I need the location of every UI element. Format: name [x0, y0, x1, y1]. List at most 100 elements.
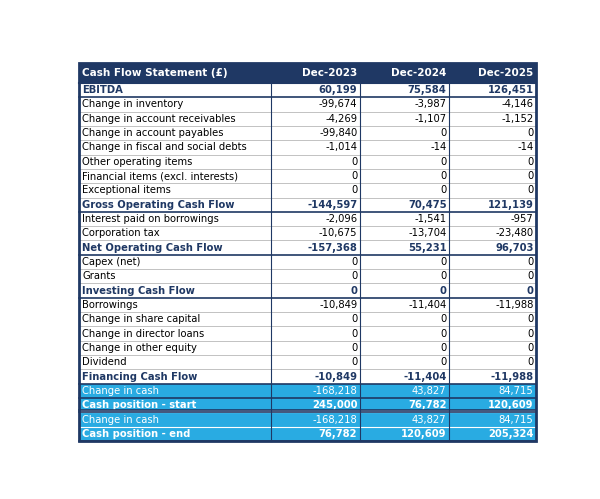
Bar — [449, 255, 536, 269]
Bar — [449, 126, 536, 140]
Text: 0: 0 — [527, 128, 533, 138]
Text: 0: 0 — [440, 343, 446, 353]
Bar — [271, 97, 360, 112]
Text: Change in cash: Change in cash — [82, 386, 160, 396]
Text: Change in cash: Change in cash — [82, 415, 160, 425]
Text: -11,404: -11,404 — [403, 372, 446, 382]
Bar — [79, 226, 271, 241]
Bar — [449, 312, 536, 326]
Bar — [449, 97, 536, 112]
Text: -10,849: -10,849 — [319, 300, 358, 310]
Bar — [449, 140, 536, 155]
Bar — [271, 326, 360, 341]
Text: Change in share capital: Change in share capital — [82, 314, 200, 324]
Bar — [449, 169, 536, 183]
Text: Corporation tax: Corporation tax — [82, 229, 160, 239]
Bar — [449, 212, 536, 226]
Bar — [271, 269, 360, 283]
Bar — [271, 83, 360, 97]
Text: EBITDA: EBITDA — [82, 85, 124, 95]
Bar — [271, 255, 360, 269]
Text: -3,987: -3,987 — [415, 99, 446, 109]
Text: -1,014: -1,014 — [325, 142, 358, 152]
Text: -10,675: -10,675 — [319, 229, 358, 239]
Bar — [79, 97, 271, 112]
Text: -11,988: -11,988 — [495, 300, 533, 310]
Text: 43,827: 43,827 — [412, 415, 446, 425]
Bar — [271, 183, 360, 198]
Bar — [449, 355, 536, 369]
Bar — [79, 255, 271, 269]
Bar — [79, 126, 271, 140]
Text: 0: 0 — [527, 343, 533, 353]
Bar — [79, 140, 271, 155]
Text: 0: 0 — [527, 357, 533, 367]
Bar — [360, 427, 449, 441]
Bar — [79, 427, 271, 441]
Bar — [449, 241, 536, 255]
Text: Cash position - start: Cash position - start — [82, 400, 197, 410]
Bar — [271, 169, 360, 183]
Text: Grants: Grants — [82, 271, 116, 281]
Text: Investing Cash Flow: Investing Cash Flow — [82, 285, 196, 295]
Text: Change in account payables: Change in account payables — [82, 128, 224, 138]
Bar — [79, 298, 271, 312]
Bar — [449, 183, 536, 198]
Bar — [271, 298, 360, 312]
Text: 126,451: 126,451 — [487, 85, 533, 95]
Bar — [449, 298, 536, 312]
Text: -14: -14 — [517, 142, 533, 152]
Text: 0: 0 — [351, 185, 358, 196]
Text: Change in director loans: Change in director loans — [82, 329, 205, 339]
Bar — [360, 398, 449, 412]
Bar — [360, 341, 449, 355]
Bar — [79, 283, 271, 298]
Text: -957: -957 — [511, 214, 533, 224]
Text: -168,218: -168,218 — [313, 386, 358, 396]
Bar — [79, 398, 271, 412]
Bar — [449, 155, 536, 169]
Text: 0: 0 — [351, 257, 358, 267]
Text: -157,368: -157,368 — [307, 243, 358, 252]
Bar — [79, 83, 271, 97]
Bar — [79, 312, 271, 326]
Bar — [360, 169, 449, 183]
Text: 0: 0 — [440, 157, 446, 167]
Bar — [79, 241, 271, 255]
Bar — [79, 410, 536, 412]
Bar — [79, 341, 271, 355]
Bar — [271, 369, 360, 384]
Bar — [271, 126, 360, 140]
Text: Dec-2023: Dec-2023 — [302, 68, 358, 78]
Text: -99,840: -99,840 — [319, 128, 358, 138]
Bar — [79, 198, 271, 212]
Bar — [360, 183, 449, 198]
Bar — [360, 312, 449, 326]
Bar — [360, 126, 449, 140]
Bar — [79, 269, 271, 283]
Text: -1,541: -1,541 — [415, 214, 446, 224]
Bar — [360, 112, 449, 126]
Text: 76,782: 76,782 — [408, 400, 446, 410]
Bar — [271, 155, 360, 169]
Text: Dec-2024: Dec-2024 — [391, 68, 446, 78]
Bar — [360, 226, 449, 241]
Text: Exceptional items: Exceptional items — [82, 185, 172, 196]
Text: 0: 0 — [351, 171, 358, 181]
Text: -4,146: -4,146 — [502, 99, 533, 109]
Bar — [449, 384, 536, 398]
Bar — [79, 183, 271, 198]
Text: 205,324: 205,324 — [488, 429, 533, 439]
Bar — [449, 427, 536, 441]
Bar — [360, 298, 449, 312]
Bar — [360, 326, 449, 341]
Text: 70,475: 70,475 — [408, 200, 446, 210]
Bar — [271, 341, 360, 355]
Text: -99,674: -99,674 — [319, 99, 358, 109]
Text: 0: 0 — [351, 357, 358, 367]
Bar — [271, 355, 360, 369]
Text: 0: 0 — [440, 257, 446, 267]
Text: 43,827: 43,827 — [412, 386, 446, 396]
Bar — [79, 112, 271, 126]
Text: 76,782: 76,782 — [319, 429, 358, 439]
